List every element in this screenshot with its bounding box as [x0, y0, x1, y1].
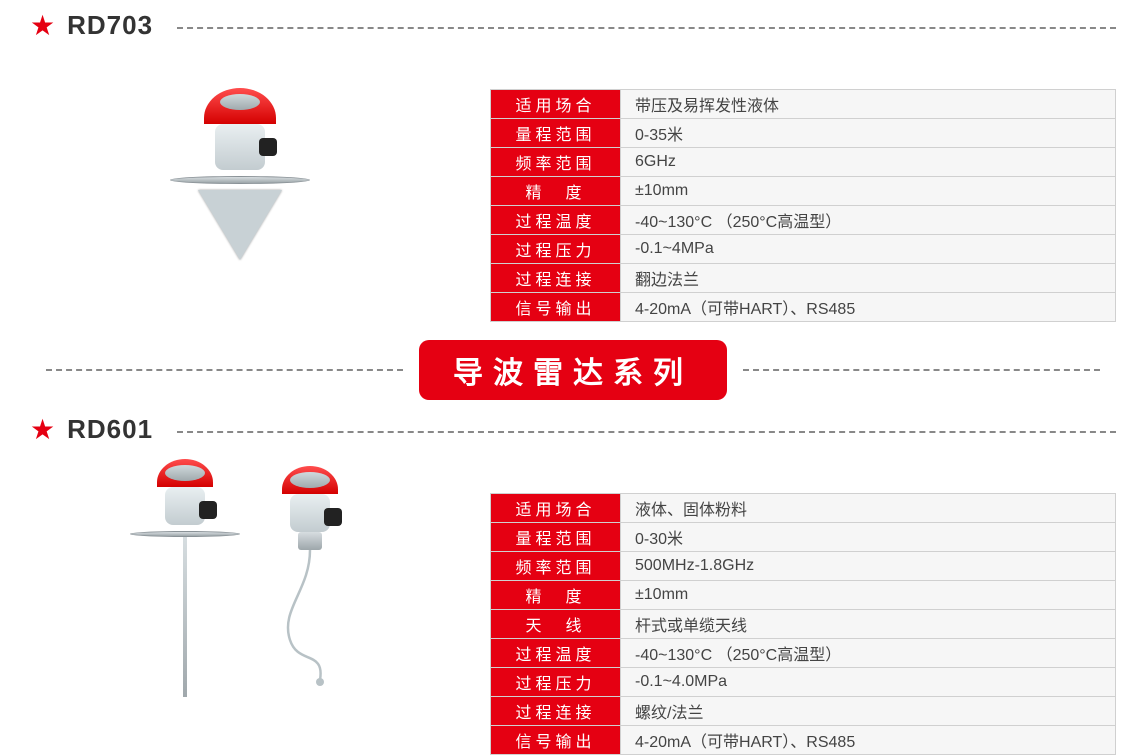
spec-label: 信号输出 [491, 293, 621, 322]
spec-value: ±10mm [621, 177, 1116, 206]
model-name: RD703 [67, 10, 153, 41]
spec-value: 带压及易挥发性液体 [621, 90, 1116, 119]
dashed-line [177, 27, 1116, 29]
spec-value: 液体、固体粉料 [621, 494, 1116, 523]
spec-label: 精 度 [491, 581, 621, 610]
series-banner-row: 导波雷达系列 [30, 340, 1116, 400]
spec-value: -0.1~4.0MPa [621, 668, 1116, 697]
star-icon: ★ [30, 416, 55, 444]
spec-label: 过程连接 [491, 697, 621, 726]
dashed-line [743, 369, 1100, 371]
spec-value: ±10mm [621, 581, 1116, 610]
radar-sensor-horn-icon [170, 88, 310, 260]
title-row: ★ RD601 [30, 414, 1116, 445]
spec-label: 过程压力 [491, 668, 621, 697]
spec-value: 0-30米 [621, 523, 1116, 552]
product-image [30, 453, 450, 703]
radar-sensor-rod-icon [130, 459, 240, 697]
content-row: 适用场合带压及易挥发性液体 量程范围0-35米 频率范围6GHz 精 度±10m… [30, 49, 1116, 322]
star-icon: ★ [30, 12, 55, 40]
spec-label: 精 度 [491, 177, 621, 206]
product-block-rd703: ★ RD703 适用场合带压及易挥发性液体 量程范围0-35米 频率范围6GHz… [30, 10, 1116, 322]
spec-label: 适用场合 [491, 90, 621, 119]
radar-sensor-cable-icon [270, 466, 350, 690]
dashed-line [177, 431, 1116, 433]
spec-label: 量程范围 [491, 119, 621, 148]
spec-value: 4-20mA（可带HART）、RS485 [621, 293, 1116, 322]
spec-value: 4-20mA（可带HART）、RS485 [621, 726, 1116, 755]
spec-value: -40~130°C （250°C高温型） [621, 639, 1116, 668]
spec-label: 天 线 [491, 610, 621, 639]
spec-table: 适用场合带压及易挥发性液体 量程范围0-35米 频率范围6GHz 精 度±10m… [490, 89, 1116, 322]
content-row: 适用场合液体、固体粉料 量程范围0-30米 频率范围500MHz-1.8GHz … [30, 453, 1116, 755]
product-block-rd601: ★ RD601 [30, 414, 1116, 755]
spec-label: 量程范围 [491, 523, 621, 552]
spec-value: 6GHz [621, 148, 1116, 177]
spec-value: -40~130°C （250°C高温型） [621, 206, 1116, 235]
spec-label: 频率范围 [491, 148, 621, 177]
spec-value: -0.1~4MPa [621, 235, 1116, 264]
spec-value: 0-35米 [621, 119, 1116, 148]
spec-label: 过程连接 [491, 264, 621, 293]
spec-label: 信号输出 [491, 726, 621, 755]
spec-value: 翻边法兰 [621, 264, 1116, 293]
spec-value: 500MHz-1.8GHz [621, 552, 1116, 581]
spec-value: 杆式或单缆天线 [621, 610, 1116, 639]
spec-label: 适用场合 [491, 494, 621, 523]
dashed-line [46, 369, 403, 371]
spec-label: 过程温度 [491, 206, 621, 235]
spec-value: 螺纹/法兰 [621, 697, 1116, 726]
spec-label: 过程压力 [491, 235, 621, 264]
product-image [30, 49, 450, 299]
model-name: RD601 [67, 414, 153, 445]
series-banner: 导波雷达系列 [419, 340, 727, 400]
spec-label: 过程温度 [491, 639, 621, 668]
title-row: ★ RD703 [30, 10, 1116, 41]
spec-label: 频率范围 [491, 552, 621, 581]
